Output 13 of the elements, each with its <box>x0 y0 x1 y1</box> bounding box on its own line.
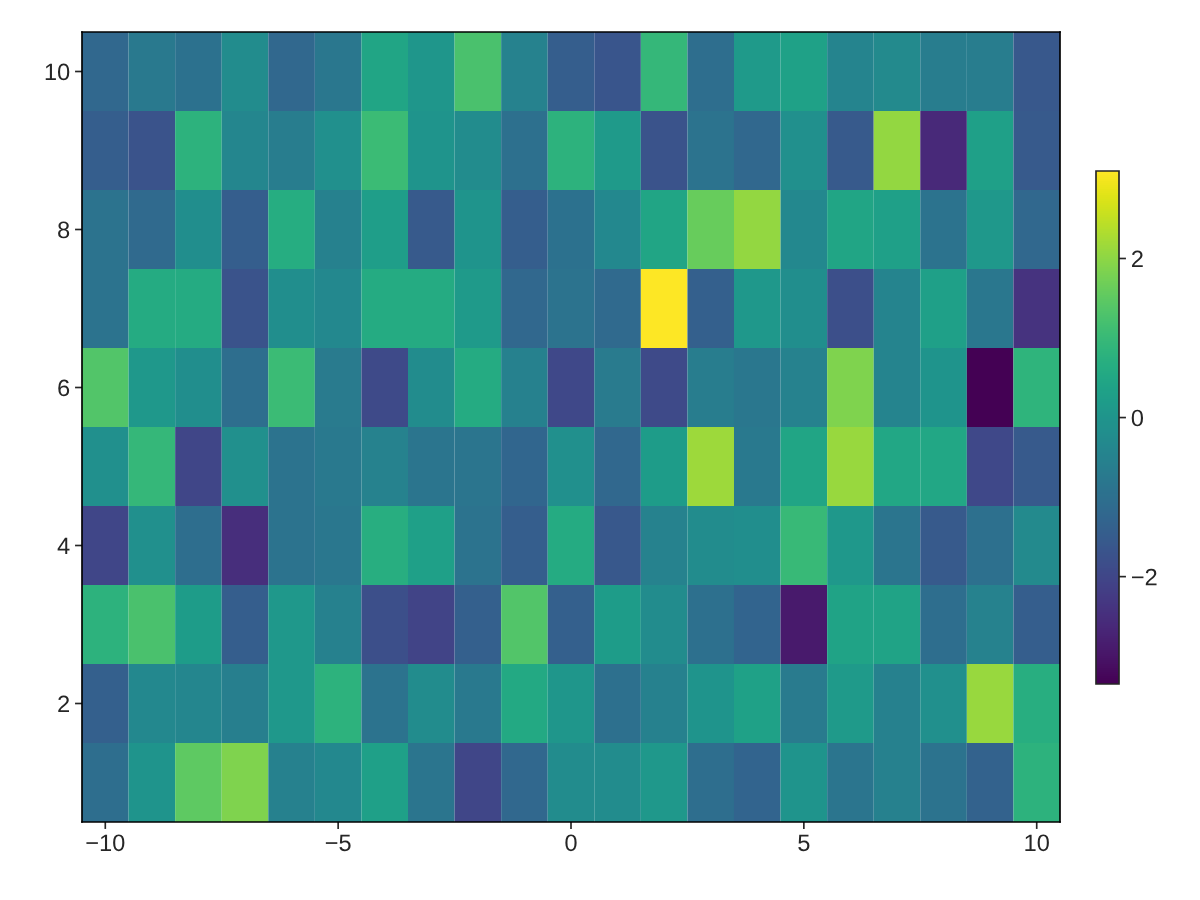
y-tick-label: 4 <box>57 537 70 555</box>
y-tick-label: 10 <box>45 63 70 81</box>
x-tick-label: −10 <box>86 834 125 852</box>
x-tick-label: −5 <box>325 834 351 852</box>
color-bar-label: 2 <box>1131 250 1143 268</box>
y-tick-label: 2 <box>58 695 70 713</box>
y-tick-label: 6 <box>58 379 70 397</box>
color-bar-label: −2 <box>1131 568 1157 586</box>
x-tick-label: 5 <box>798 834 810 852</box>
y-tick-label: 8 <box>58 221 70 239</box>
color-bar-label: 0 <box>1131 409 1144 427</box>
x-tick-label: 10 <box>1025 834 1049 852</box>
x-tick-label: 0 <box>565 834 577 852</box>
